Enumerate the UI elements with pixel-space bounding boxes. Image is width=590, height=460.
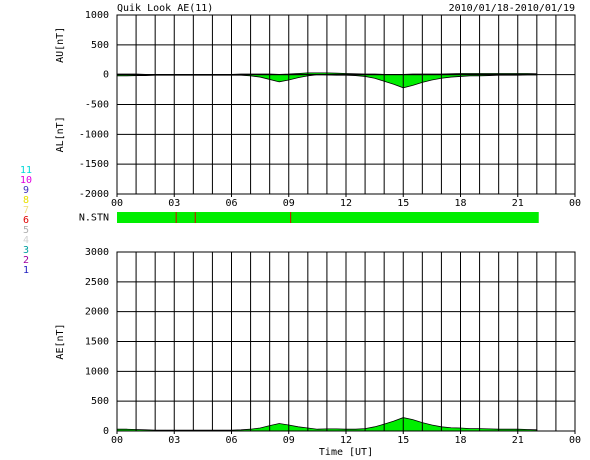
status-label: N.STN [79,213,109,224]
x-tick-label: 18 [454,198,466,209]
y-tick-label: 2000 [85,307,109,318]
y-tick-label: 500 [91,40,109,51]
plot-frame [116,251,576,432]
x-tick-label: 03 [168,198,180,209]
x-tick-label: 06 [225,435,237,446]
x-tick-label: 00 [569,435,581,446]
station-count: 2 [23,255,29,266]
station-count: 11 [20,165,32,176]
x-tick-label: 00 [111,198,123,209]
station-count: 4 [23,235,29,246]
station-bar [117,212,539,223]
x-tick-label: 15 [397,435,409,446]
x-tick-label: 09 [283,435,295,446]
station-count: 9 [23,185,29,196]
y-tick-label: -1500 [79,159,109,170]
station-count: 6 [23,215,29,226]
x-tick-label: 12 [340,198,352,209]
y-tick-label: 1000 [85,366,109,377]
date-range: 2010/01/18-2010/01/19 [449,3,575,14]
station-count: 7 [23,205,29,216]
y-tick-label: 1000 [85,10,109,21]
x-tick-label: 09 [283,198,295,209]
chart-title: Quik Look AE(11) [117,3,213,14]
y-tick-label: 3000 [85,247,109,258]
y-tick-label: -2000 [79,189,109,200]
station-count: 8 [23,195,29,206]
x-tick-label: 03 [168,435,180,446]
y-axis-label: AL[nT] [55,116,66,152]
area [116,417,538,432]
x-tick-label: 21 [512,435,524,446]
station-count: 1 [23,265,29,276]
x-tick-label: 00 [111,435,123,446]
y-tick-label: 2500 [85,277,109,288]
y-axis-label: AE[nT] [55,323,66,359]
x-tick-label: 00 [569,198,581,209]
y-axis-label: AU[nT] [55,27,66,63]
plot-frame [116,14,576,195]
x-tick-label: 15 [397,198,409,209]
y-tick-label: 0 [103,70,109,81]
y-tick-label: 500 [91,396,109,407]
y-tick-label: -1000 [79,129,109,140]
x-axis-label: Time [UT] [319,447,373,458]
x-tick-label: 06 [225,198,237,209]
x-tick-label: 21 [512,198,524,209]
x-tick-label: 12 [340,435,352,446]
station-count: 5 [23,225,29,236]
station-count: 3 [23,245,29,256]
y-tick-label: 0 [103,426,109,437]
y-tick-label: 1500 [85,337,109,348]
x-tick-label: 18 [454,435,466,446]
y-tick-label: -500 [85,100,109,111]
station-count: 10 [20,175,32,186]
